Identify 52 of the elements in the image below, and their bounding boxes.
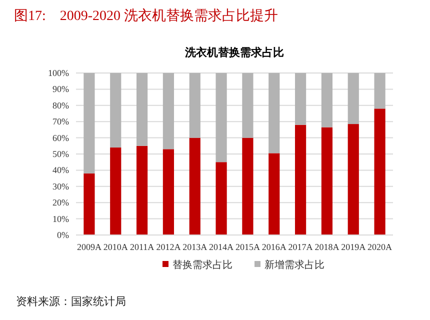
bar <box>294 73 306 125</box>
bar <box>321 127 333 235</box>
y-tick-label: 40% <box>52 165 70 176</box>
y-tick-label: 100% <box>48 68 70 78</box>
x-tick-label: 2009A <box>76 242 102 252</box>
y-tick-label: 30% <box>52 181 70 192</box>
bar <box>321 73 333 128</box>
y-tick-label: 60% <box>52 132 70 143</box>
x-tick-label: 2016A <box>262 242 287 252</box>
bar <box>216 73 227 162</box>
bar <box>110 148 122 235</box>
legend-label: 新增需求占比 <box>264 259 324 271</box>
x-tick-label: 2020A <box>368 242 393 252</box>
y-tick-label: 50% <box>52 149 70 159</box>
y-tick-label: 90% <box>52 84 70 94</box>
bar <box>348 124 359 235</box>
x-tick-label: 2014A <box>209 242 234 252</box>
x-tick-label: 2018A <box>314 242 340 252</box>
y-tick-label: 80% <box>52 100 70 110</box>
x-tick-label: 2010A <box>103 242 128 252</box>
x-tick-label: 2015A <box>235 242 260 252</box>
bar <box>348 73 359 124</box>
legend-label: 替换需求占比 <box>172 259 232 271</box>
x-tick-label: 2011A <box>130 242 155 252</box>
bar <box>268 73 280 154</box>
bar <box>294 124 306 235</box>
bar <box>374 73 386 109</box>
bar <box>374 108 386 235</box>
y-tick-label: 70% <box>52 116 70 127</box>
y-tick-label: 10% <box>52 214 70 224</box>
y-tick-label: 20% <box>52 198 70 208</box>
bar <box>84 173 95 235</box>
x-tick-label: 2017A <box>288 242 314 252</box>
bar <box>110 73 122 148</box>
y-tick-label: 0% <box>57 230 70 240</box>
x-tick-label: 2013A <box>182 242 208 252</box>
chart-subtitle: 洗衣机替换需求占比 <box>184 46 284 59</box>
x-tick-label: 2012A <box>156 242 182 252</box>
bar <box>84 73 95 174</box>
bar <box>189 138 200 235</box>
bar <box>216 162 227 235</box>
bar <box>242 138 254 235</box>
bar <box>268 153 280 235</box>
bar <box>242 73 254 138</box>
bar <box>162 149 174 235</box>
bar <box>136 146 148 235</box>
bar <box>136 73 148 146</box>
bar <box>189 73 200 138</box>
chart-title: 图17: 2009-2020 洗衣机替换需求占比提升 <box>14 8 278 24</box>
bar <box>162 73 174 150</box>
x-tick-label: 2019A <box>341 242 366 252</box>
text: 资料来源：国家统计局 <box>16 295 126 308</box>
